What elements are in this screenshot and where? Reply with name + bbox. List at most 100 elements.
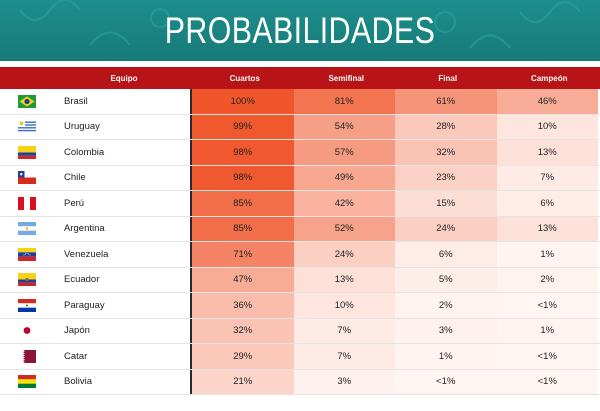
flag-cell xyxy=(0,242,54,267)
prob-final: 24% xyxy=(395,216,497,241)
team-name: Ecuador xyxy=(54,267,192,292)
banner-gap xyxy=(0,61,600,67)
prob-semifinal: 42% xyxy=(293,191,395,216)
prob-cuartos: 85% xyxy=(192,191,294,216)
team-name: Uruguay xyxy=(54,114,192,139)
prob-semifinal: 52% xyxy=(293,216,395,241)
team-name: Argentina xyxy=(54,216,192,241)
header-semifinal: Semifinal xyxy=(328,73,365,83)
header-campeon: Campeón xyxy=(531,73,568,83)
bolivia-flag-icon xyxy=(18,375,36,389)
prob-cuartos: 21% xyxy=(192,369,294,394)
team-name: Brasil xyxy=(54,89,192,114)
prob-semifinal: 7% xyxy=(293,344,395,369)
prob-final: 28% xyxy=(395,114,497,139)
team-name: Catar xyxy=(54,344,192,369)
banner-pattern xyxy=(19,0,581,49)
prob-campeon: <1% xyxy=(496,293,598,318)
prob-semifinal: 57% xyxy=(293,140,395,165)
prob-final: 2% xyxy=(395,293,497,318)
prob-campeon: 7% xyxy=(496,165,598,190)
prob-campeon: <1% xyxy=(496,369,598,394)
prob-semifinal: 13% xyxy=(293,267,395,292)
flag-cell xyxy=(0,344,54,369)
table-body: Brasil 100% 81% 61% 46% Uruguay 99% 54% 28% 10% Co… xyxy=(0,89,600,395)
header-final: Final xyxy=(438,73,458,83)
prob-campeon: 6% xyxy=(496,191,598,216)
prob-semifinal: 49% xyxy=(293,165,395,190)
table-row: Argentina 85% 52% 24% 13% xyxy=(0,216,600,242)
table-row: Paraguay 36% 10% 2% <1% xyxy=(0,293,600,319)
peru-flag-icon xyxy=(18,196,36,210)
uruguay-flag-icon xyxy=(18,120,36,134)
colombia-flag-icon xyxy=(18,145,36,159)
team-name: Chile xyxy=(54,165,192,190)
flag-cell xyxy=(0,115,54,140)
prob-cuartos: 32% xyxy=(192,318,294,343)
qatar-flag-icon xyxy=(18,349,36,363)
prob-semifinal: 81% xyxy=(293,89,395,114)
prob-cuartos: 100% xyxy=(192,89,294,114)
team-name: Perú xyxy=(54,191,192,216)
team-name: Paraguay xyxy=(54,293,192,318)
brazil-flag-icon xyxy=(18,94,36,108)
table-row: Uruguay 99% 54% 28% 10% xyxy=(0,114,600,140)
flag-cell xyxy=(0,268,54,293)
prob-cuartos: 29% xyxy=(192,344,294,369)
team-name: Colombia xyxy=(54,140,192,165)
table-row: Chile 98% 49% 23% 7% xyxy=(0,165,600,191)
venezuela-flag-icon xyxy=(18,247,36,261)
flag-cell xyxy=(0,293,54,318)
prob-cuartos: 99% xyxy=(192,114,294,139)
prob-campeon: <1% xyxy=(496,344,598,369)
prob-cuartos: 85% xyxy=(192,216,294,241)
prob-cuartos: 98% xyxy=(192,140,294,165)
table-header: Equipo Cuartos Semifinal Final Campeón xyxy=(0,67,600,89)
prob-final: 1% xyxy=(395,344,497,369)
japan-flag-icon xyxy=(18,324,36,338)
prob-cuartos: 98% xyxy=(192,165,294,190)
flag-cell xyxy=(0,166,54,191)
flag-cell xyxy=(0,370,54,395)
table-row: Colombia 98% 57% 32% 13% xyxy=(0,140,600,166)
table-row: Catar 29% 7% 1% <1% xyxy=(0,344,600,370)
prob-semifinal: 24% xyxy=(293,242,395,267)
prob-semifinal: 7% xyxy=(293,318,395,343)
prob-final: 32% xyxy=(395,140,497,165)
ecuador-flag-icon xyxy=(18,273,36,287)
prob-final: 6% xyxy=(395,242,497,267)
prob-campeon: 10% xyxy=(496,114,598,139)
prob-semifinal: 3% xyxy=(293,369,395,394)
flag-cell xyxy=(0,89,54,114)
prob-semifinal: 10% xyxy=(293,293,395,318)
prob-final: 15% xyxy=(395,191,497,216)
flag-cell xyxy=(0,217,54,242)
prob-cuartos: 71% xyxy=(192,242,294,267)
prob-final: 61% xyxy=(395,89,497,114)
header-cuartos: Cuartos xyxy=(229,73,260,83)
table-row: Ecuador 47% 13% 5% 2% xyxy=(0,267,600,293)
prob-campeon: 1% xyxy=(496,318,598,343)
paraguay-flag-icon xyxy=(18,298,36,312)
chile-flag-icon xyxy=(18,171,36,185)
header-team: Equipo xyxy=(110,73,138,83)
probabilities-table: Equipo Cuartos Semifinal Final Campeón B… xyxy=(0,67,600,395)
table-row: Brasil 100% 81% 61% 46% xyxy=(0,89,600,115)
prob-campeon: 13% xyxy=(496,216,598,241)
prob-final: 23% xyxy=(395,165,497,190)
prob-final: 3% xyxy=(395,318,497,343)
prob-final: <1% xyxy=(395,369,497,394)
prob-campeon: 1% xyxy=(496,242,598,267)
table-row: Bolivia 21% 3% <1% <1% xyxy=(0,369,600,395)
flag-cell xyxy=(0,319,54,344)
table-row: Venezuela 71% 24% 6% 1% xyxy=(0,242,600,268)
prob-semifinal: 54% xyxy=(293,114,395,139)
flag-cell xyxy=(0,191,54,216)
prob-cuartos: 47% xyxy=(192,267,294,292)
table-row: Japón 32% 7% 3% 1% xyxy=(0,318,600,344)
title-banner: PROBABILIDADES xyxy=(0,0,600,61)
prob-final: 5% xyxy=(395,267,497,292)
prob-campeon: 46% xyxy=(496,89,598,114)
team-name: Bolivia xyxy=(54,369,192,394)
team-name: Venezuela xyxy=(54,242,192,267)
